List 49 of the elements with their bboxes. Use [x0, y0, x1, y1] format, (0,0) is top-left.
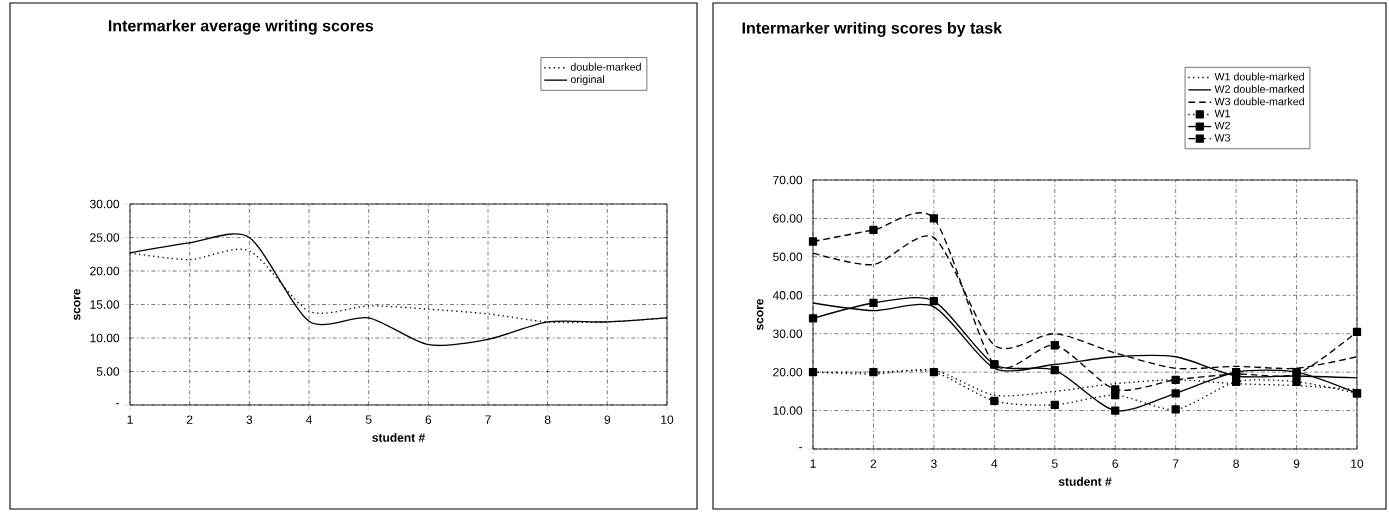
- y-tick-label: 5.00: [96, 367, 120, 376]
- x-tick-label: 4: [305, 415, 312, 424]
- x-tick-label: 8: [544, 415, 551, 424]
- legend-label: double-marked: [570, 62, 641, 71]
- legend-label: W3 double-marked: [1214, 97, 1304, 106]
- y-tick-label: 60.00: [773, 214, 803, 223]
- y-tick-label: -: [799, 447, 803, 449]
- x-tick-label: 8: [1233, 459, 1239, 468]
- legend-label: W2: [1214, 121, 1230, 130]
- y-tick-label: 20.00: [90, 266, 120, 276]
- x-axis-title: student #: [372, 433, 425, 442]
- x-tick-label: 2: [870, 459, 877, 468]
- x-tick-label: 3: [931, 459, 937, 468]
- y-axis-title: score: [73, 288, 81, 321]
- y-tick-label: -: [116, 403, 120, 405]
- y-tick-label: 50.00: [773, 252, 803, 262]
- y-tick-label: 10.00: [90, 333, 120, 343]
- legend-label: W1: [1214, 109, 1230, 118]
- y-tick-label: 20.00: [773, 367, 803, 377]
- x-tick-label: 7: [1172, 459, 1179, 468]
- y-tick-label: 10.00: [773, 406, 803, 415]
- x-tick-label: 5: [365, 415, 372, 424]
- chart-title: Intermarker writing scores by task: [742, 21, 1003, 37]
- x-tick-label: 2: [186, 415, 193, 424]
- x-tick-label: 3: [246, 415, 253, 424]
- x-tick-label: 1: [127, 415, 133, 424]
- legend-label: W3: [1214, 133, 1231, 142]
- legend-label: original: [570, 75, 605, 86]
- y-tick-label: 25.00: [90, 233, 120, 242]
- x-tick-label: 6: [1112, 459, 1119, 468]
- x-tick-label: 9: [604, 415, 611, 424]
- x-tick-label: 9: [1293, 459, 1300, 468]
- x-tick-label: 6: [425, 415, 432, 424]
- y-tick-label: 70.00: [773, 175, 803, 185]
- legend-label: W2 double-marked: [1214, 85, 1304, 93]
- y-tick-label: 30.00: [773, 329, 803, 338]
- legend-label: W1 double-marked: [1214, 72, 1304, 81]
- y-axis-title: score: [756, 298, 764, 331]
- chart-title: Intermarker average writing scores: [108, 19, 374, 35]
- x-tick-label: 1: [810, 459, 816, 468]
- x-axis-title: student #: [1058, 477, 1112, 486]
- x-tick-label: 4: [991, 459, 998, 468]
- y-tick-label: 30.00: [90, 199, 120, 209]
- x-tick-label: 7: [485, 415, 491, 424]
- x-tick-label: 10: [1351, 459, 1364, 468]
- y-tick-label: 40.00: [772, 291, 803, 300]
- x-tick-label: 10: [661, 415, 674, 424]
- x-tick-label: 5: [1051, 459, 1058, 468]
- y-tick-label: 15.00: [90, 300, 120, 309]
